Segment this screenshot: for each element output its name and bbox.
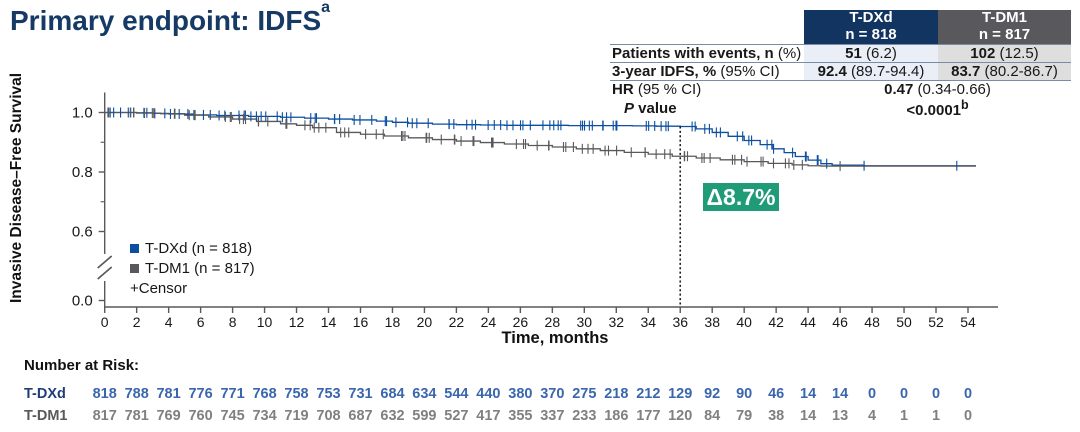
svg-text:52: 52 bbox=[928, 314, 944, 330]
svg-text:22: 22 bbox=[449, 314, 465, 330]
svg-text:0: 0 bbox=[101, 314, 109, 330]
svg-text:4: 4 bbox=[165, 314, 173, 330]
svg-text:0.0: 0.0 bbox=[72, 293, 93, 310]
svg-text:26: 26 bbox=[513, 314, 529, 330]
svg-text:24: 24 bbox=[481, 314, 497, 330]
svg-text:1.0: 1.0 bbox=[72, 105, 93, 122]
svg-text:0.8: 0.8 bbox=[72, 164, 93, 181]
svg-text:42: 42 bbox=[768, 314, 784, 330]
svg-text:6: 6 bbox=[197, 314, 205, 330]
svg-text:28: 28 bbox=[545, 314, 561, 330]
svg-text:36: 36 bbox=[672, 314, 688, 330]
svg-text:32: 32 bbox=[608, 314, 624, 330]
svg-text:54: 54 bbox=[960, 314, 976, 330]
svg-text:10: 10 bbox=[257, 314, 273, 330]
svg-text:14: 14 bbox=[321, 314, 337, 330]
svg-text:18: 18 bbox=[385, 314, 401, 330]
svg-text:40: 40 bbox=[736, 314, 752, 330]
svg-text:38: 38 bbox=[704, 314, 720, 330]
svg-text:30: 30 bbox=[577, 314, 593, 330]
svg-text:50: 50 bbox=[896, 314, 912, 330]
svg-text:46: 46 bbox=[832, 314, 848, 330]
svg-text:48: 48 bbox=[864, 314, 880, 330]
svg-text:0.6: 0.6 bbox=[72, 224, 93, 241]
svg-text:12: 12 bbox=[289, 314, 305, 330]
svg-text:16: 16 bbox=[353, 314, 369, 330]
svg-text:8: 8 bbox=[229, 314, 237, 330]
svg-text:20: 20 bbox=[417, 314, 433, 330]
svg-text:44: 44 bbox=[800, 314, 816, 330]
svg-text:34: 34 bbox=[640, 314, 656, 330]
svg-text:2: 2 bbox=[133, 314, 141, 330]
